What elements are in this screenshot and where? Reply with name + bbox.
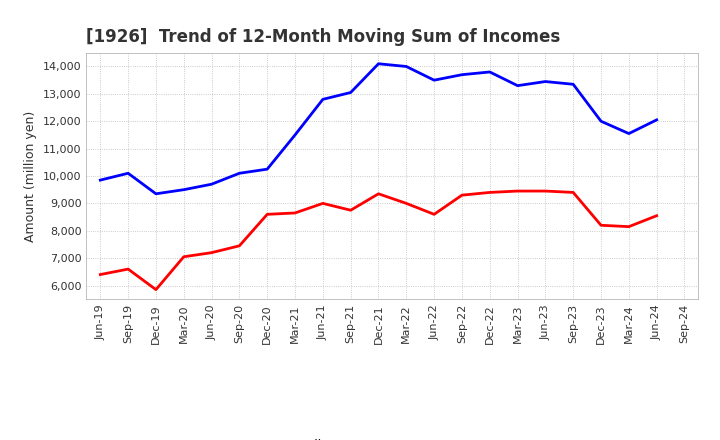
Ordinary Income <box>207 182 216 187</box>
Y-axis label: Amount (million yen): Amount (million yen) <box>24 110 37 242</box>
Ordinary Income <box>569 82 577 87</box>
Net Income <box>374 191 383 196</box>
Ordinary Income <box>152 191 161 196</box>
Net Income <box>318 201 327 206</box>
Net Income <box>652 213 661 218</box>
Net Income <box>152 287 161 292</box>
Ordinary Income <box>346 90 355 95</box>
Ordinary Income <box>96 177 104 183</box>
Ordinary Income <box>458 72 467 77</box>
Net Income <box>179 254 188 260</box>
Net Income <box>485 190 494 195</box>
Net Income <box>291 210 300 216</box>
Ordinary Income <box>485 70 494 75</box>
Ordinary Income <box>513 83 522 88</box>
Line: Ordinary Income: Ordinary Income <box>100 64 657 194</box>
Net Income <box>513 188 522 194</box>
Net Income <box>235 243 243 249</box>
Net Income <box>402 201 410 206</box>
Net Income <box>96 272 104 277</box>
Net Income <box>624 224 633 229</box>
Net Income <box>124 267 132 272</box>
Net Income <box>430 212 438 217</box>
Ordinary Income <box>318 97 327 102</box>
Net Income <box>541 188 550 194</box>
Legend: Ordinary Income, Net Income: Ordinary Income, Net Income <box>248 433 536 440</box>
Ordinary Income <box>374 61 383 66</box>
Net Income <box>207 250 216 255</box>
Net Income <box>597 223 606 228</box>
Line: Net Income: Net Income <box>100 191 657 290</box>
Ordinary Income <box>291 132 300 138</box>
Ordinary Income <box>124 171 132 176</box>
Ordinary Income <box>597 119 606 124</box>
Ordinary Income <box>235 171 243 176</box>
Ordinary Income <box>624 131 633 136</box>
Ordinary Income <box>541 79 550 84</box>
Ordinary Income <box>402 64 410 69</box>
Ordinary Income <box>652 117 661 122</box>
Net Income <box>569 190 577 195</box>
Net Income <box>263 212 271 217</box>
Ordinary Income <box>430 77 438 83</box>
Text: [1926]  Trend of 12-Month Moving Sum of Incomes: [1926] Trend of 12-Month Moving Sum of I… <box>86 28 561 46</box>
Ordinary Income <box>179 187 188 192</box>
Ordinary Income <box>263 166 271 172</box>
Net Income <box>346 208 355 213</box>
Net Income <box>458 193 467 198</box>
